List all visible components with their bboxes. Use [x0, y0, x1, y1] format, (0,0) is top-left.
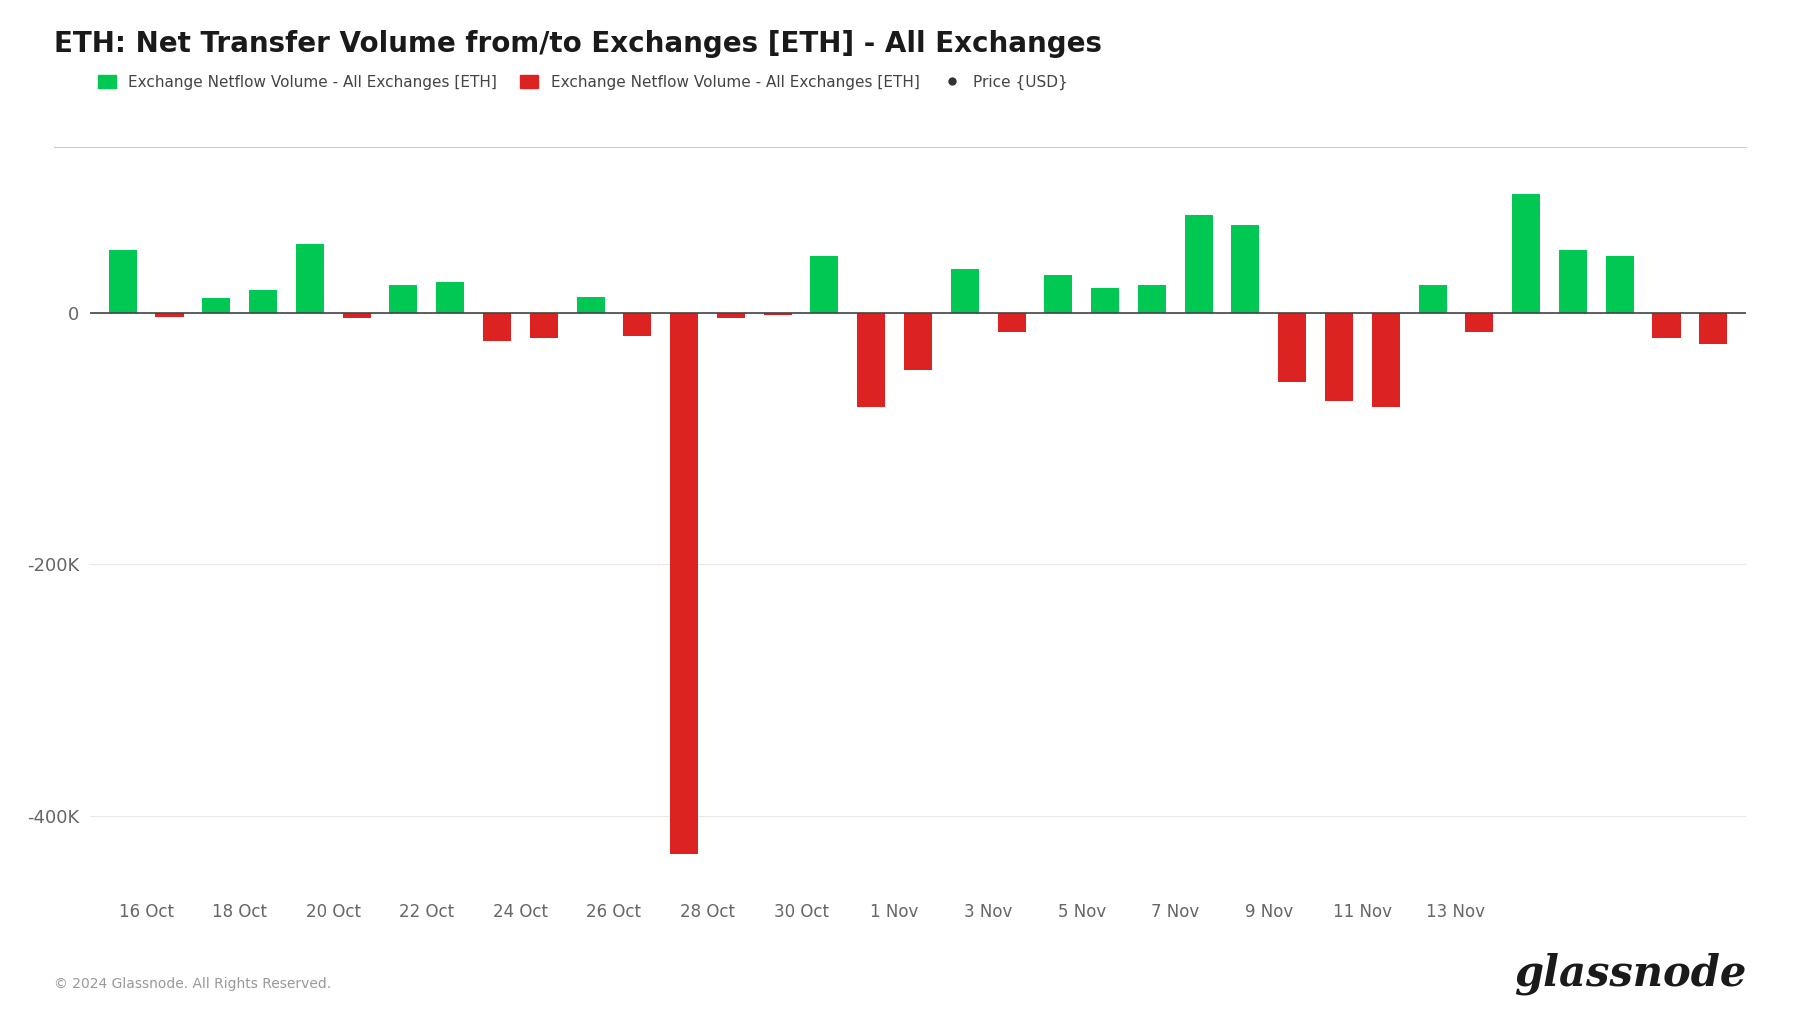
Bar: [1559, 250, 1588, 313]
Bar: [716, 313, 745, 318]
Bar: [1699, 313, 1728, 344]
Bar: [108, 250, 137, 313]
Bar: [482, 313, 511, 340]
Bar: [202, 298, 230, 313]
Bar: [1606, 256, 1634, 313]
Bar: [950, 269, 979, 313]
Bar: [904, 313, 932, 370]
Bar: [997, 313, 1026, 332]
Bar: [1652, 313, 1681, 338]
Text: ETH: Net Transfer Volume from/to Exchanges [ETH] - All Exchanges: ETH: Net Transfer Volume from/to Exchang…: [54, 30, 1102, 59]
Bar: [1231, 225, 1260, 313]
Bar: [1138, 286, 1166, 313]
Bar: [670, 313, 698, 854]
Bar: [248, 291, 277, 313]
Bar: [763, 313, 792, 315]
Bar: [1091, 288, 1120, 313]
Bar: [1278, 313, 1307, 382]
Bar: [857, 313, 886, 407]
Bar: [1418, 286, 1447, 313]
Text: glassnode: glassnode: [1514, 952, 1746, 995]
Bar: [623, 313, 652, 335]
Bar: [576, 297, 605, 313]
Bar: [389, 286, 418, 313]
Bar: [1184, 215, 1213, 313]
Bar: [295, 244, 324, 313]
Bar: [810, 256, 839, 313]
Bar: [1512, 193, 1541, 313]
Bar: [436, 282, 464, 313]
Bar: [1044, 276, 1073, 313]
Bar: [1372, 313, 1400, 407]
Bar: [155, 313, 184, 317]
Bar: [529, 313, 558, 338]
Bar: [1325, 313, 1354, 401]
Bar: [1465, 313, 1494, 332]
Bar: [342, 313, 371, 318]
Legend: Exchange Netflow Volume - All Exchanges [ETH], Exchange Netflow Volume - All Exc: Exchange Netflow Volume - All Exchanges …: [97, 75, 1067, 90]
Text: © 2024 Glassnode. All Rights Reserved.: © 2024 Glassnode. All Rights Reserved.: [54, 977, 331, 991]
